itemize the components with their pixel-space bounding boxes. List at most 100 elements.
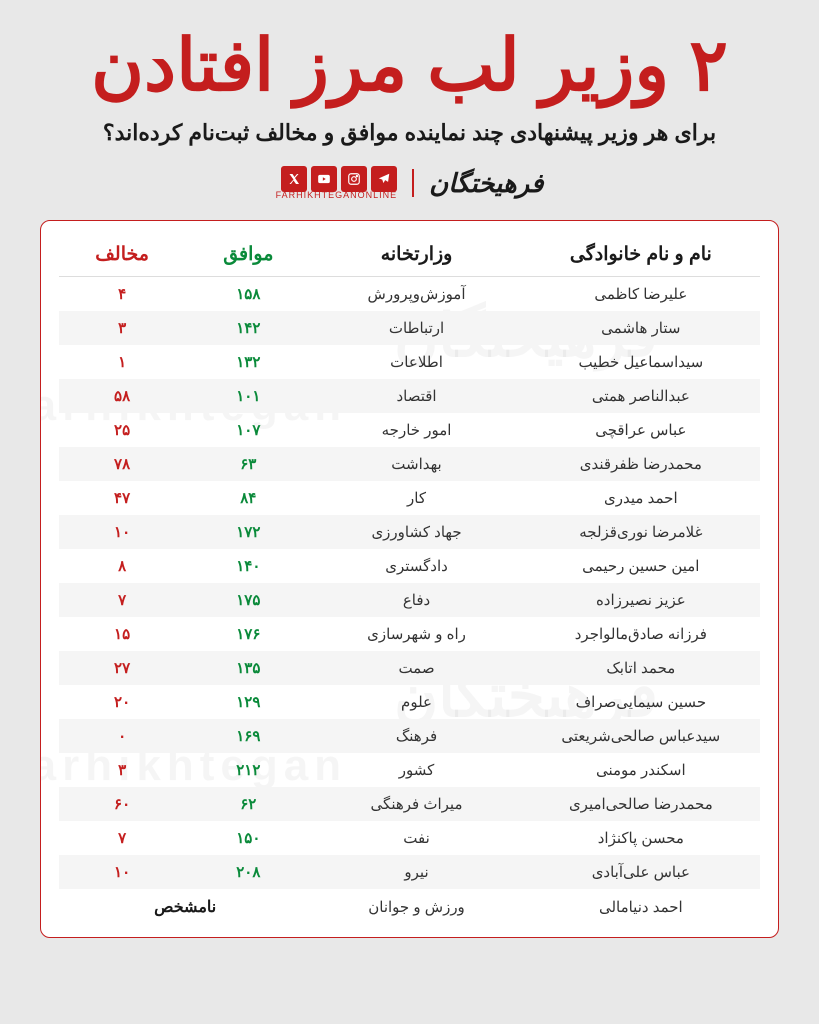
cell-agree: ۱۶۹ [185,719,311,753]
cell-name: فرزانه صادق‌مالواجرد [522,617,760,651]
table-header-row: نام و نام خانوادگی وزارتخانه موافق مخالف [59,233,760,277]
table-row: عبدالناصر همتیاقتصاد۱۰۱۵۸ [59,379,760,413]
brand-row: فرهیختگان FARHIKHTEGANONLINE [40,166,779,200]
cell-name: علیرضا کاظمی [522,277,760,312]
header-name: نام و نام خانوادگی [522,233,760,277]
cell-ministry: دفاع [311,583,521,617]
table-row: علیرضا کاظمیآموزش‌وپرورش۱۵۸۴ [59,277,760,312]
x-icon [281,166,307,192]
cell-disagree: ۲۷ [59,651,185,685]
ministers-table: نام و نام خانوادگی وزارتخانه موافق مخالف… [59,233,760,925]
cell-ministry: اقتصاد [311,379,521,413]
cell-name: محمدرضا ظفرقندی [522,447,760,481]
cell-disagree: ۴۷ [59,481,185,515]
cell-name: احمد دنیامالی [522,889,760,925]
cell-agree: ۲۰۸ [185,855,311,889]
table-row: سیدعباس صالحی‌شریعتیفرهنگ۱۶۹۰ [59,719,760,753]
cell-ministry: امور خارجه [311,413,521,447]
cell-name: سیداسماعیل خطیب [522,345,760,379]
cell-agree: ۲۱۲ [185,753,311,787]
cell-agree: ۱۷۲ [185,515,311,549]
header-agree: موافق [185,233,311,277]
cell-name: عباس علی‌آبادی [522,855,760,889]
cell-agree: ۱۳۵ [185,651,311,685]
table-row: سیداسماعیل خطیباطلاعات۱۳۲۱ [59,345,760,379]
cell-disagree: ۲۵ [59,413,185,447]
cell-disagree: ۴ [59,277,185,312]
cell-ministry: راه و شهرسازی [311,617,521,651]
cell-disagree: ۶۰ [59,787,185,821]
cell-name: اسکندر مومنی [522,753,760,787]
cell-disagree: ۱ [59,345,185,379]
cell-disagree: ۱۰ [59,855,185,889]
cell-ministry: علوم [311,685,521,719]
cell-agree: ۱۰۷ [185,413,311,447]
cell-ministry: جهاد کشاورزی [311,515,521,549]
table-row: محسن پاکنژادنفت۱۵۰۷ [59,821,760,855]
table-row: عباس عراقچیامور خارجه۱۰۷۲۵ [59,413,760,447]
cell-disagree: ۸ [59,549,185,583]
cell-name: محسن پاکنژاد [522,821,760,855]
table-row: عباس علی‌آبادینیرو۲۰۸۱۰ [59,855,760,889]
cell-ministry: فرهنگ [311,719,521,753]
cell-disagree: ۵۸ [59,379,185,413]
table-row: غلامرضا نوری‌قزلجهجهاد کشاورزی۱۷۲۱۰ [59,515,760,549]
cell-name: سیدعباس صالحی‌شریعتی [522,719,760,753]
cell-name: محمد اتابک [522,651,760,685]
table-row: عزیز نصیرزادهدفاع۱۷۵۷ [59,583,760,617]
table-row: احمد دنیامالیورزش و جواناننامشخص [59,889,760,925]
cell-ministry: کشور [311,753,521,787]
subheadline: برای هر وزیر پیشنهادی چند نماینده موافق … [40,120,779,146]
cell-disagree: ۷ [59,583,185,617]
header-disagree: مخالف [59,233,185,277]
instagram-icon [341,166,367,192]
cell-ministry: اطلاعات [311,345,521,379]
cell-ministry: صمت [311,651,521,685]
cell-ministry: بهداشت [311,447,521,481]
table-row: محمدرضا ظفرقندیبهداشت۶۳۷۸ [59,447,760,481]
brand-divider [412,169,414,197]
table-row: امین حسین رحیمیدادگستری۱۴۰۸ [59,549,760,583]
brand-url: FARHIKHTEGANONLINE [276,190,398,200]
table-row: فرزانه صادق‌مالواجردراه و شهرسازی۱۷۶۱۵ [59,617,760,651]
cell-agree: ۱۲۹ [185,685,311,719]
cell-name: حسین سیمایی‌صراف [522,685,760,719]
cell-agree: ۱۴۲ [185,311,311,345]
cell-disagree: ۷ [59,821,185,855]
cell-disagree: ۰ [59,719,185,753]
cell-name: امین حسین رحیمی [522,549,760,583]
cell-disagree: ۳ [59,753,185,787]
cell-disagree: ۷۸ [59,447,185,481]
cell-name: عبدالناصر همتی [522,379,760,413]
cell-ministry: آموزش‌وپرورش [311,277,521,312]
social-icons [276,166,398,192]
cell-ministry: میراث فرهنگی [311,787,521,821]
telegram-icon [371,166,397,192]
brand-logo: فرهیختگان [429,168,543,199]
table-row: محمد اتابکصمت۱۳۵۲۷ [59,651,760,685]
cell-ministry: نفت [311,821,521,855]
cell-agree: ۸۴ [185,481,311,515]
table-body: علیرضا کاظمیآموزش‌وپرورش۱۵۸۴ستار هاشمیار… [59,277,760,926]
cell-name: غلامرضا نوری‌قزلجه [522,515,760,549]
table-row: احمد میدریکار۸۴۴۷ [59,481,760,515]
cell-agree: ۱۷۶ [185,617,311,651]
cell-disagree: ۱۰ [59,515,185,549]
cell-ministry: کار [311,481,521,515]
header-ministry: وزارتخانه [311,233,521,277]
cell-agree: ۶۲ [185,787,311,821]
table-row: حسین سیمایی‌صرافعلوم۱۲۹۲۰ [59,685,760,719]
cell-agree: ۱۷۵ [185,583,311,617]
cell-name: عزیز نصیرزاده [522,583,760,617]
cell-disagree: ۳ [59,311,185,345]
cell-disagree: ۲۰ [59,685,185,719]
cell-name: ستار هاشمی [522,311,760,345]
youtube-icon [311,166,337,192]
headline: ۲ وزیر لب مرز افتادن [40,30,779,102]
cell-name: احمد میدری [522,481,760,515]
table-container: فرهیختگان farhikhtegan فرهیختگان farhikh… [40,220,779,938]
cell-agree: ۱۵۰ [185,821,311,855]
cell-unknown: نامشخص [59,889,311,925]
cell-name: عباس عراقچی [522,413,760,447]
cell-agree: ۶۳ [185,447,311,481]
